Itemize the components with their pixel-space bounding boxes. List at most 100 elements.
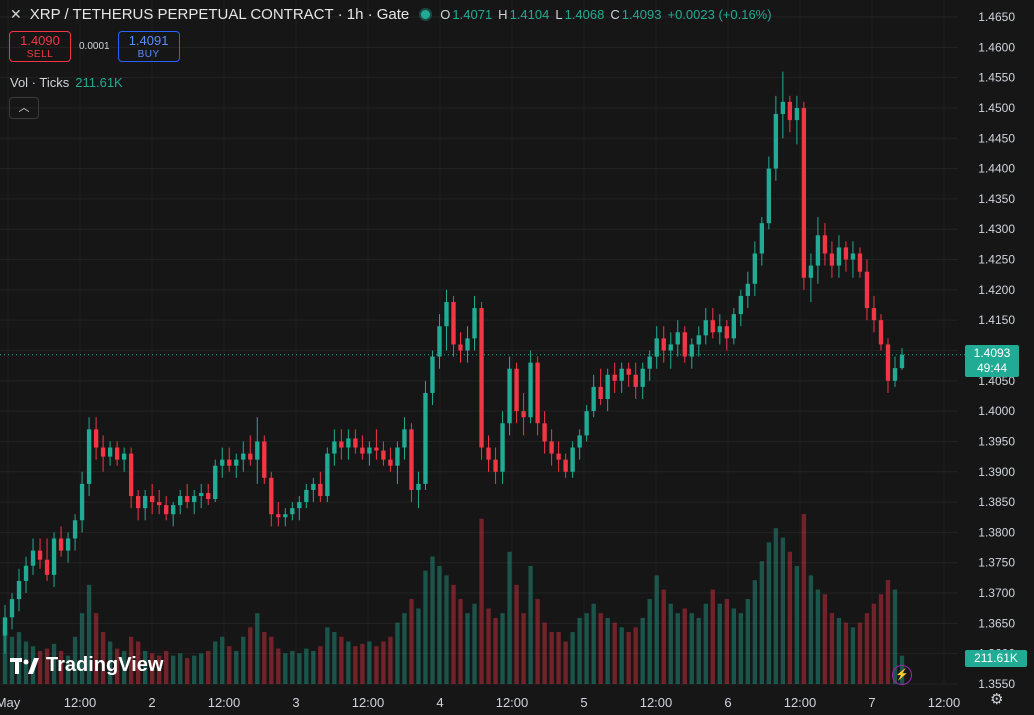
volume-bar	[871, 603, 877, 684]
volume-bar	[451, 584, 456, 684]
sell-button[interactable]: 1.4090 SELL	[9, 31, 71, 62]
candle-body	[283, 514, 288, 518]
logo-text: TradingView	[46, 654, 164, 676]
volume-bar	[822, 594, 828, 684]
price-tick-label: 1.3900	[978, 465, 1015, 479]
candle-body	[192, 496, 197, 503]
volume-bar	[121, 650, 127, 684]
candle-body	[72, 520, 78, 539]
candle-body	[227, 459, 232, 466]
time-tick-label: 12:00	[64, 695, 97, 710]
volume-bar	[878, 594, 884, 684]
volume-bar	[619, 627, 624, 684]
gear-icon[interactable]: ⚙	[990, 691, 1004, 708]
volume-bar	[332, 632, 337, 684]
volume-bar	[626, 632, 631, 684]
volume-label: Vol · Ticks	[10, 75, 70, 90]
sell-price: 1.4090	[20, 33, 60, 48]
volume-bar	[563, 641, 568, 684]
price-tick-label: 1.3950	[978, 434, 1015, 448]
volume-legend[interactable]: Vol · Ticks 211.61K	[10, 75, 123, 90]
volume-bar	[745, 599, 751, 684]
volume-bar	[731, 608, 736, 684]
candle-body	[381, 450, 386, 460]
time-tick-label: 12:00	[640, 695, 673, 710]
volume-bar	[164, 650, 169, 684]
candle-body	[318, 483, 323, 497]
time-tick-label: 3	[292, 695, 299, 710]
candle-body	[689, 344, 694, 357]
spread-value: 0.0001	[79, 41, 110, 52]
candle-body	[248, 453, 253, 460]
candle-body	[591, 386, 596, 412]
lightning-icon[interactable]: ⚡	[892, 665, 912, 685]
close-icon[interactable]: ✕	[10, 6, 22, 22]
volume-bar	[318, 646, 323, 684]
time-tick-label: 12:00	[928, 695, 961, 710]
candle-body	[703, 320, 708, 336]
candle-body	[738, 295, 743, 315]
candle-body	[577, 435, 582, 448]
volume-bar	[458, 599, 463, 684]
time-tick-label: 6	[724, 695, 731, 710]
candle-body	[584, 411, 589, 436]
volume-bar	[171, 655, 176, 684]
volume-bar	[808, 575, 814, 684]
volume-bar	[577, 617, 582, 684]
volume-bar	[549, 632, 554, 684]
volume-bar	[255, 613, 260, 684]
candle-body	[864, 271, 870, 309]
volume-bar	[339, 636, 344, 684]
candle-body	[731, 314, 736, 339]
volume-bar	[297, 653, 302, 684]
candle-body	[276, 514, 281, 518]
candle-body	[542, 423, 547, 442]
candle-body	[171, 505, 176, 515]
candle-body	[612, 374, 617, 381]
volume-bar	[128, 636, 134, 684]
volume-bar	[381, 641, 386, 684]
tradingview-logo[interactable]: TradingView	[10, 654, 163, 677]
volume-bar	[570, 632, 575, 684]
volume-bar	[269, 636, 274, 684]
volume-bar	[142, 650, 148, 684]
candle-body	[325, 453, 330, 497]
volume-bar	[388, 636, 393, 684]
chevron-up-icon[interactable]: ︿	[9, 97, 39, 119]
buy-button[interactable]: 1.4091 BUY	[117, 31, 180, 62]
candle-body	[332, 441, 337, 454]
buy-price: 1.4091	[128, 33, 169, 48]
volume-bar	[416, 608, 421, 684]
candle-body	[717, 326, 722, 333]
volume-bar	[556, 632, 561, 684]
volume-bar	[248, 627, 253, 684]
candle-body	[500, 423, 505, 472]
volume-bar	[262, 632, 267, 684]
open-label: O	[440, 7, 451, 22]
volume-bar	[220, 636, 225, 684]
volume-bar	[58, 650, 64, 684]
last-price-value: 1.4093	[973, 346, 1011, 360]
candle-body	[409, 429, 414, 490]
volume-bar	[892, 589, 898, 684]
candle-body	[311, 483, 316, 490]
volume-bar	[689, 613, 694, 684]
price-tick-label: 1.3750	[978, 556, 1015, 570]
candle-body	[451, 301, 456, 345]
volume-bar	[100, 632, 106, 684]
volume-bar	[759, 561, 765, 684]
low-label: L	[555, 7, 563, 22]
candle-body	[37, 550, 43, 560]
symbol-title[interactable]: XRP / TETHERUS PERPETUAL CONTRACT · 1h ·…	[29, 6, 410, 23]
price-tick-label: 1.4150	[978, 313, 1015, 327]
candle-body	[93, 429, 99, 448]
volume-bar	[304, 648, 309, 684]
price-tick-label: 1.3700	[978, 586, 1015, 600]
candle-body	[808, 265, 814, 278]
candle-body	[23, 565, 29, 581]
volume-bar	[591, 603, 596, 684]
volume-bar	[156, 655, 162, 684]
candle-body	[304, 489, 309, 503]
volume-bar	[402, 613, 407, 684]
